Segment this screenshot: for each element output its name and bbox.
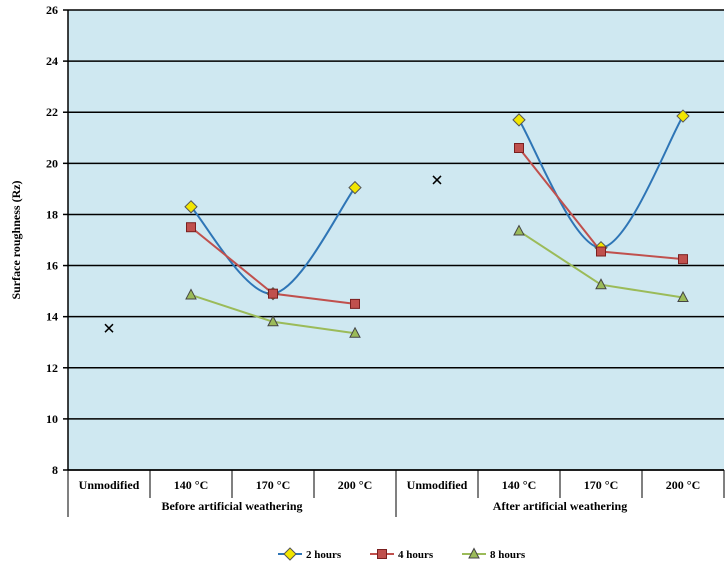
triangle-marker bbox=[677, 290, 689, 302]
legend-label: 2 hours bbox=[306, 549, 342, 561]
square-marker bbox=[350, 298, 360, 309]
x-tick-label: 170 °C bbox=[584, 478, 618, 492]
y-tick-label: 10 bbox=[46, 412, 58, 426]
y-tick-label: 24 bbox=[46, 54, 58, 68]
triangle-marker bbox=[185, 288, 197, 300]
y-tick-label: 26 bbox=[46, 3, 58, 17]
x-tick-label: 200 °C bbox=[338, 478, 372, 492]
triangle-marker bbox=[349, 326, 361, 338]
group-label: After artificial weathering bbox=[493, 499, 627, 513]
y-tick-label: 20 bbox=[46, 156, 58, 170]
legend-label: 8 hours bbox=[490, 549, 526, 561]
square-marker bbox=[596, 246, 606, 257]
diamond-marker bbox=[676, 109, 690, 123]
legend: 2 hours 4 hours 8 hours bbox=[278, 547, 526, 561]
y-tick-label: 22 bbox=[46, 105, 58, 119]
diamond-marker bbox=[184, 200, 198, 214]
triangle-marker bbox=[267, 315, 279, 327]
y-tick-label: 8 bbox=[52, 463, 58, 477]
x-tick-label: 170 °C bbox=[256, 478, 290, 492]
x-tick-label: 140 °C bbox=[174, 478, 208, 492]
group-label: Before artificial weathering bbox=[161, 499, 302, 513]
square-marker bbox=[377, 549, 387, 559]
y-tick-label: 12 bbox=[46, 361, 58, 375]
y-tick-labels: 8 10 12 14 16 18 20 22 24 26 bbox=[46, 3, 58, 477]
y-tick-label: 18 bbox=[46, 207, 58, 221]
diamond-marker bbox=[512, 113, 526, 127]
plot-area bbox=[68, 10, 724, 470]
square-marker bbox=[678, 254, 688, 265]
triangle-marker bbox=[468, 547, 480, 559]
y-axis-label: Surface roughness (Rz) bbox=[9, 180, 23, 299]
x-tick-label: Unmodified bbox=[407, 478, 468, 492]
x-marker bbox=[432, 175, 442, 185]
x-tick-label: 140 °C bbox=[502, 478, 536, 492]
grid-lines bbox=[63, 9, 724, 471]
x-axis: Unmodified 140 °C 170 °C 200 °C Unmodified 14… bbox=[67, 469, 725, 517]
y-tick-label: 16 bbox=[46, 259, 58, 273]
x-tick-label: 200 °C bbox=[666, 478, 700, 492]
x-marker bbox=[104, 323, 114, 333]
triangle-marker bbox=[513, 224, 525, 236]
square-marker bbox=[514, 143, 524, 153]
diamond-marker bbox=[348, 180, 362, 195]
series-layer bbox=[104, 109, 690, 338]
square-marker bbox=[186, 222, 196, 233]
square-marker bbox=[268, 288, 278, 299]
legend-label: 4 hours bbox=[398, 549, 434, 561]
x-tick-label: Unmodified bbox=[79, 478, 140, 492]
y-tick-label: 14 bbox=[46, 310, 58, 324]
diamond-marker bbox=[283, 547, 297, 561]
triangle-marker bbox=[595, 278, 607, 290]
